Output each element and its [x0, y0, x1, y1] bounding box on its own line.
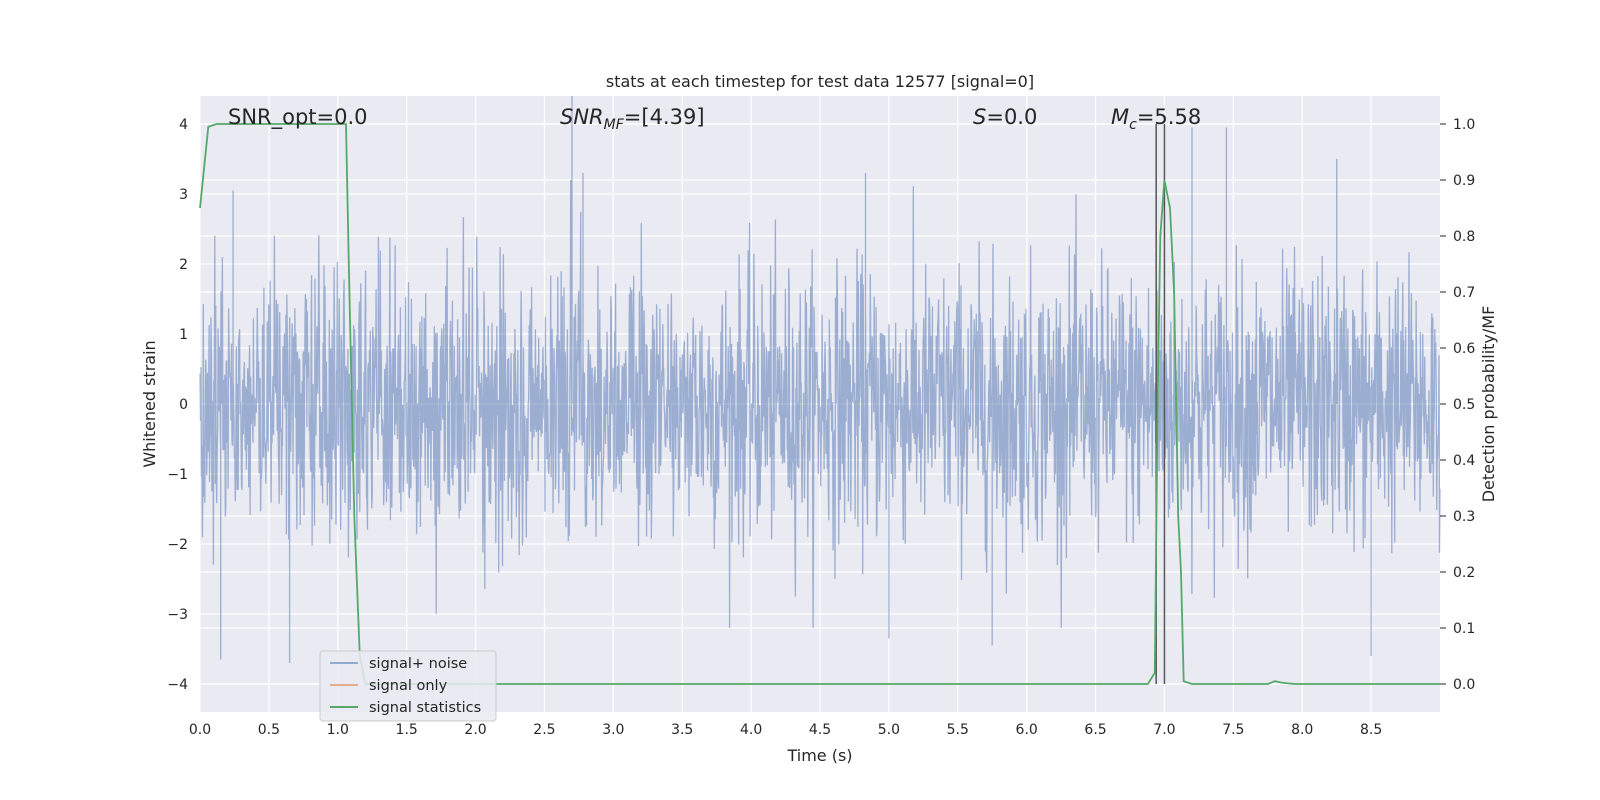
legend-label-signal-only: signal only: [369, 678, 448, 694]
x-tick-label-1: 0.5: [258, 722, 280, 738]
right-tick-label-5: 0.5: [1453, 397, 1475, 413]
annotation-snr-opt: SNR_opt=0.0: [228, 105, 368, 130]
x-tick-label-16: 8.0: [1291, 722, 1313, 738]
left-tick-label-4: 0: [179, 397, 188, 413]
x-tick-label-14: 7.0: [1153, 722, 1175, 738]
signal-statistics-line: [199, 123, 1440, 685]
x-tick-label-13: 6.5: [1084, 722, 1106, 738]
left-tick-label-7: 3: [179, 187, 188, 203]
x-tick-label-2: 1.0: [327, 722, 349, 738]
annotation-snr-mf: SNRMF=[4.39]: [560, 105, 705, 133]
x-tick-label-9: 4.5: [809, 722, 831, 738]
signal-noise-line: [199, 96, 1441, 663]
x-tick-label-4: 2.0: [464, 722, 486, 738]
left-axis-label: Whitened strain: [140, 340, 159, 467]
right-tick-label-4: 0.4: [1453, 453, 1475, 469]
legend-label-signal-noise: signal+ noise: [369, 656, 467, 672]
left-tick-label-2: −2: [167, 537, 188, 553]
x-tick-label-0: 0.0: [189, 722, 211, 738]
right-tick-label-10: 1.0: [1453, 117, 1475, 133]
legend-box: [319, 650, 497, 722]
annotation-s-stat: S=0.0: [973, 105, 1037, 129]
left-tick-label-5: 1: [179, 327, 188, 343]
right-tick-label-3: 0.3: [1453, 509, 1475, 525]
x-tick-label-8: 4.0: [740, 722, 762, 738]
left-tick-label-6: 2: [179, 257, 188, 273]
x-tick-label-12: 6.0: [1016, 722, 1038, 738]
x-axis-ticks: 0.0 0.5 1.0 1.5 2.0 2.5 3.0 3.5 4.0 4.5 5.0 5.5 6.0 6…: [189, 722, 1382, 738]
series-signal-noise: [199, 96, 1441, 663]
x-tick-label-5: 2.5: [533, 722, 555, 738]
right-tick-label-2: 0.2: [1453, 565, 1475, 581]
right-axis-ticks: 0.0 0.1 0.2 0.3 0.4 0.5 0.6 0.7 0.8 0.9 1.0: [1440, 117, 1475, 693]
right-axis-label: Detection probability/MF: [1479, 306, 1498, 503]
x-tick-label-17: 8.5: [1360, 722, 1382, 738]
x-tick-label-6: 3.0: [602, 722, 624, 738]
left-axis-ticks: −4 −3 −2 −1 0 1 2 3 4: [167, 117, 188, 693]
x-tick-label-7: 3.5: [671, 722, 693, 738]
legend-label-signal-statistics: signal statistics: [369, 700, 481, 716]
left-tick-label-8: 4: [179, 117, 188, 133]
right-tick-label-7: 0.7: [1453, 285, 1475, 301]
x-tick-label-10: 5.0: [878, 722, 900, 738]
annotation-mc: Mc=5.58: [1111, 105, 1201, 133]
series-signal-statistics: [199, 123, 1440, 685]
chart-title: stats at each timestep for test data 125…: [606, 72, 1034, 91]
right-tick-label-9: 0.9: [1453, 173, 1475, 189]
left-tick-label-1: −3: [167, 607, 188, 623]
right-tick-label-1: 0.1: [1453, 621, 1475, 637]
right-tick-label-0: 0.0: [1453, 677, 1475, 693]
legend: signal+ noise signal only signal statist…: [319, 650, 497, 722]
x-tick-label-11: 5.5: [947, 722, 969, 738]
x-tick-label-15: 7.5: [1222, 722, 1244, 738]
right-tick-label-6: 0.6: [1453, 341, 1475, 357]
x-tick-label-3: 1.5: [396, 722, 418, 738]
right-tick-label-8: 0.8: [1453, 229, 1475, 245]
left-tick-label-0: −4: [167, 677, 188, 693]
left-tick-label-3: −1: [167, 467, 188, 483]
x-axis-label: Time (s): [786, 746, 852, 765]
